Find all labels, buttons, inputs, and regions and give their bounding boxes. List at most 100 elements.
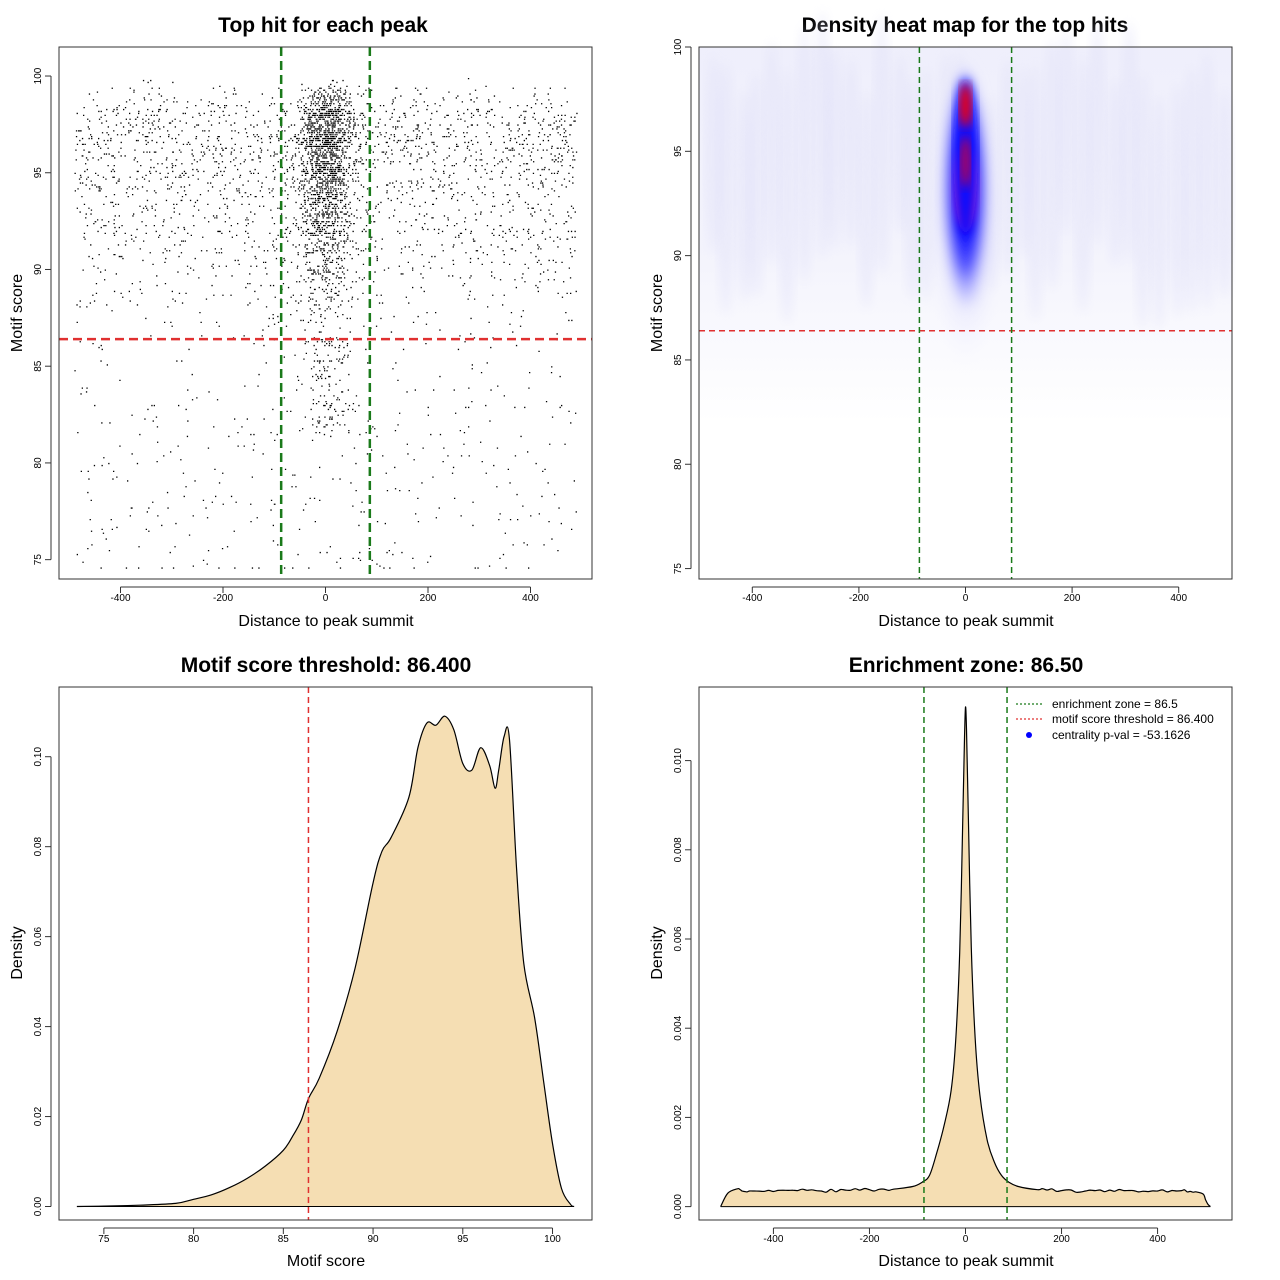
heatmap-panel: Density heat map for the top hits -400 -2… <box>649 10 1234 630</box>
scatter-x-axis-label: Distance to peak summit <box>238 613 414 630</box>
heatmap-background-streak <box>825 48 844 250</box>
scatter-points <box>74 78 578 569</box>
scatter-plot-frame <box>58 46 593 580</box>
heatmap-y-tick-label: 85 <box>673 354 684 366</box>
score-density-area <box>76 716 575 1207</box>
heatmap-x-tick-label: 400 <box>1170 593 1187 604</box>
score-density-y-tick-label: 0.00 <box>33 1196 44 1216</box>
heatmap-background-streak <box>903 77 922 301</box>
distance-density-y-tick-label: 0.010 <box>673 748 684 773</box>
scatter-y-tick-label: 90 <box>33 263 44 275</box>
score-density-panel: Motif score threshold: 86.400 75 80 85 90 95… <box>9 654 593 1270</box>
heatmap-background-streak <box>762 41 781 265</box>
scatter-x-tick-label: -200 <box>213 593 233 604</box>
scatter-y-tick-label: 85 <box>33 360 44 372</box>
distance-density-y-axis-label: Density <box>649 926 666 979</box>
heatmap-background-streak <box>857 92 876 309</box>
heatmap-y-tick-label: 95 <box>673 145 684 157</box>
heatmap-background-streak <box>1026 63 1045 322</box>
heatmap-peak-hotspot-lower <box>960 135 971 188</box>
heatmap-background-streak <box>1133 72 1152 331</box>
heatmap-y-axis-label: Motif score <box>649 274 666 352</box>
heatmap-y-tick-label: 100 <box>673 38 684 55</box>
heatmap-background-streak <box>795 24 814 283</box>
heatmap-background-streak <box>1073 58 1092 313</box>
score-density-x-tick-label: 85 <box>278 1234 290 1245</box>
heatmap-x-tick-label: -400 <box>742 593 762 604</box>
legend-swatch-centrality <box>1026 732 1032 738</box>
heatmap-background-streak <box>1215 90 1234 298</box>
heatmap-background-streak <box>841 58 860 248</box>
legend: enrichment zone = 86.5 motif score thres… <box>1016 697 1214 742</box>
scatter-y-tick-label: 95 <box>33 167 44 179</box>
score-density-y-tick-label: 0.04 <box>33 1016 44 1036</box>
heatmap-background-streak <box>1197 51 1216 310</box>
heatmap-background-streak <box>1182 66 1201 314</box>
distance-density-x-tick-label: -400 <box>763 1234 783 1245</box>
scatter-x-tick-label: -400 <box>110 593 130 604</box>
score-density-y-tick-label: 0.06 <box>33 926 44 946</box>
heatmap-background-streak <box>1088 21 1107 247</box>
scatter-title: Top hit for each peak <box>218 14 428 37</box>
heatmap-y-tick-label: 90 <box>673 250 684 262</box>
scatter-y-tick-label: 80 <box>33 457 44 469</box>
heatmap-background-streak <box>1043 38 1062 291</box>
score-density-x-axis-label: Motif score <box>287 1253 365 1270</box>
score-density-title: Motif score threshold: 86.400 <box>181 654 472 677</box>
heatmap-x-tick-label: -200 <box>849 593 869 604</box>
score-density-x-tick-label: 100 <box>544 1234 561 1245</box>
score-density-x-tick-label: 95 <box>457 1234 469 1245</box>
legend-label-enrichment-zone: enrichment zone = 86.5 <box>1052 697 1178 711</box>
distance-density-x-axis-label: Distance to peak summit <box>878 1253 1054 1270</box>
heatmap-background-streak <box>778 67 797 324</box>
scatter-y-axis-label: Motif score <box>9 274 26 352</box>
scatter-point-cloud <box>74 78 578 569</box>
distance-density-x-tick-label: 200 <box>1053 1234 1070 1245</box>
heatmap-density <box>699 10 1234 423</box>
legend-label-motif-threshold: motif score threshold = 86.400 <box>1052 712 1214 726</box>
heatmap-y-tick-label: 75 <box>673 563 684 575</box>
score-density-x-tick-label: 75 <box>98 1234 110 1245</box>
scatter-y-tick-label: 100 <box>33 67 44 84</box>
scatter-x-tick-label: 0 <box>323 593 329 604</box>
distance-density-y-tick-label: 0.006 <box>673 926 684 951</box>
distance-density-x-tick-label: 400 <box>1149 1234 1166 1245</box>
heatmap-x-axis-label: Distance to peak summit <box>878 613 1054 630</box>
distance-density-x-tick-label: 0 <box>963 1234 969 1245</box>
distance-density-y-tick-label: 0.008 <box>673 837 684 862</box>
heatmap-background-streak <box>1150 96 1169 330</box>
scatter-x-tick-label: 400 <box>522 593 539 604</box>
score-density-plot-frame <box>58 686 593 1221</box>
score-density-y-tick-label: 0.02 <box>33 1106 44 1126</box>
score-density-x-tick-label: 90 <box>367 1234 379 1245</box>
legend-label-centrality: centrality p-val = -53.1626 <box>1052 728 1191 742</box>
heatmap-background-streak <box>1056 29 1075 237</box>
distance-density-y-tick-label: 0.002 <box>673 1104 684 1129</box>
distance-density-x-tick-label: -200 <box>859 1234 879 1245</box>
score-density-curve <box>76 715 575 1208</box>
distance-density-y-tick-label: 0.004 <box>673 1015 684 1040</box>
heatmap-title: Density heat map for the top hits <box>802 14 1129 37</box>
heatmap-background-streak <box>872 14 891 275</box>
distance-density-title: Enrichment zone: 86.50 <box>849 654 1084 677</box>
heatmap-peak-hotspot <box>959 83 972 128</box>
heatmap-x-tick-label: 0 <box>963 593 969 604</box>
score-density-y-tick-label: 0.08 <box>33 837 44 857</box>
scatter-x-tick-label: 200 <box>420 593 437 604</box>
heatmap-background-streak <box>747 71 766 299</box>
heatmap-background-streak <box>1106 79 1125 267</box>
heatmap-plot-frame <box>698 46 1233 580</box>
distance-density-curve <box>720 706 1211 1208</box>
distance-density-panel: Enrichment zone: 86.50 -400 -200 0 200 400 0.… <box>649 654 1233 1270</box>
score-density-x-tick-label: 80 <box>188 1234 200 1245</box>
distance-density-area <box>720 706 1211 1207</box>
heatmap-y-tick-label: 80 <box>673 458 684 470</box>
distance-density-y-tick-label: 0.000 <box>673 1194 684 1219</box>
scatter-y-tick-label: 75 <box>33 554 44 566</box>
scatter-panel: Top hit for each peak -400 -200 0 200 400 75 8… <box>9 14 593 630</box>
distance-density-plot-frame <box>698 686 1233 1221</box>
heatmap-background-streak <box>716 61 735 315</box>
score-density-y-tick-label: 0.10 <box>33 747 44 767</box>
score-density-y-axis-label: Density <box>9 926 26 979</box>
